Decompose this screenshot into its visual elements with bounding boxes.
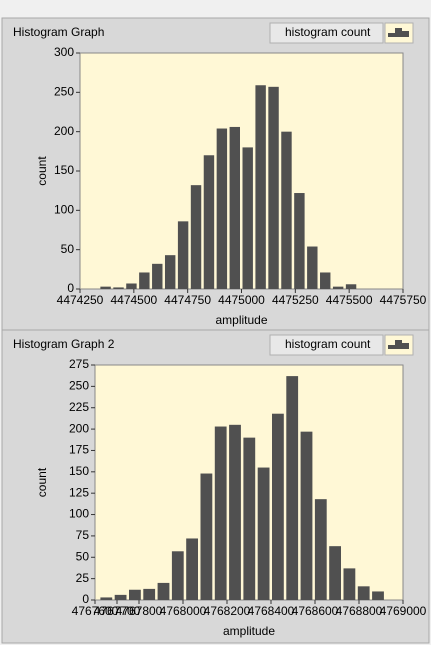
bar	[300, 431, 313, 600]
x-tick-label: 4767600	[72, 604, 119, 618]
bar	[216, 128, 228, 289]
bar	[152, 263, 163, 289]
bar	[345, 284, 357, 289]
bar	[164, 255, 176, 289]
bar	[157, 582, 170, 600]
bar	[229, 126, 240, 290]
bar	[126, 283, 137, 289]
legend-box[interactable]	[269, 22, 384, 44]
bar	[200, 473, 213, 600]
y-tick-label: 300	[54, 45, 74, 59]
bar	[332, 286, 344, 289]
bar	[129, 589, 141, 600]
y-tick-label: 100	[54, 203, 74, 217]
bar	[281, 131, 292, 289]
bar	[357, 586, 370, 600]
x-tick-label: 4475500	[326, 293, 373, 307]
bar	[294, 193, 305, 289]
bar	[314, 499, 327, 600]
x-tick-label: 4767700	[94, 604, 141, 618]
y-tick-label: 175	[69, 443, 89, 457]
y-tick-label: 25	[76, 571, 90, 585]
x-tick-label: 4474500	[110, 293, 157, 307]
y-axis-label: count	[35, 467, 49, 497]
x-tick-label: 4768600	[292, 604, 339, 618]
bar	[177, 221, 189, 289]
plot-area	[79, 52, 404, 290]
chart-title: Histogram Graph 2	[13, 337, 115, 351]
bar	[320, 272, 331, 289]
bar	[139, 272, 150, 289]
y-tick-label: 225	[69, 400, 89, 414]
bar	[329, 546, 341, 600]
x-axis-label: amplitude	[223, 624, 275, 638]
y-tick-label: 50	[61, 242, 75, 256]
bar	[268, 86, 279, 290]
x-tick-label: 4768000	[160, 604, 207, 618]
bar	[214, 426, 227, 600]
legend-box[interactable]	[269, 334, 384, 356]
x-tick-label: 4768200	[204, 604, 251, 618]
bar	[255, 85, 266, 290]
bar	[186, 538, 198, 600]
y-axis-label: count	[35, 156, 49, 186]
bar	[372, 591, 384, 600]
bar	[171, 551, 184, 600]
bar	[143, 588, 156, 600]
y-tick-label: 50	[76, 549, 90, 563]
bar	[272, 413, 284, 600]
legend-icon-bar	[395, 28, 402, 37]
chart-title: Histogram Graph	[13, 25, 104, 39]
x-axis-label: amplitude	[215, 313, 267, 327]
bar	[242, 147, 253, 289]
legend-icon-bar	[402, 343, 409, 349]
bar	[100, 597, 113, 600]
y-tick-label: 200	[69, 421, 89, 435]
y-tick-label: 0	[82, 592, 89, 606]
x-tick-label: 4767800	[116, 604, 163, 618]
legend-icon-bar	[395, 340, 402, 349]
x-tick-label: 4768800	[336, 604, 383, 618]
bar	[203, 155, 215, 289]
y-tick-label: 0	[67, 281, 74, 295]
legend-icon-bar	[388, 33, 395, 37]
y-tick-label: 150	[69, 464, 89, 478]
y-tick-label: 250	[54, 85, 74, 99]
bar	[257, 467, 270, 600]
x-tick-label: 4474750	[164, 293, 211, 307]
y-tick-label: 275	[69, 357, 89, 371]
x-tick-label: 4475000	[218, 293, 265, 307]
y-tick-label: 75	[76, 528, 90, 542]
x-tick-label: 4474250	[57, 293, 104, 307]
bar	[229, 424, 241, 600]
bar	[114, 594, 127, 600]
y-tick-label: 150	[54, 163, 74, 177]
legend-label: histogram count	[285, 337, 371, 351]
bar	[343, 568, 356, 600]
y-tick-label: 125	[69, 485, 89, 499]
bar	[286, 376, 299, 600]
legend-icon-bar	[388, 345, 395, 349]
y-tick-label: 100	[69, 507, 89, 521]
legend-icon-bar	[402, 31, 409, 37]
y-tick-label: 250	[69, 379, 89, 393]
x-tick-label: 4475750	[380, 293, 427, 307]
y-tick-label: 200	[54, 124, 74, 138]
bar	[113, 287, 124, 289]
x-tick-label: 4768400	[248, 604, 295, 618]
legend-label: histogram count	[285, 25, 371, 39]
bar	[243, 437, 256, 600]
x-tick-label: 4475250	[272, 293, 319, 307]
bar	[100, 286, 111, 289]
x-tick-label: 4769000	[380, 604, 427, 618]
bar	[190, 185, 202, 289]
bar	[307, 246, 318, 289]
